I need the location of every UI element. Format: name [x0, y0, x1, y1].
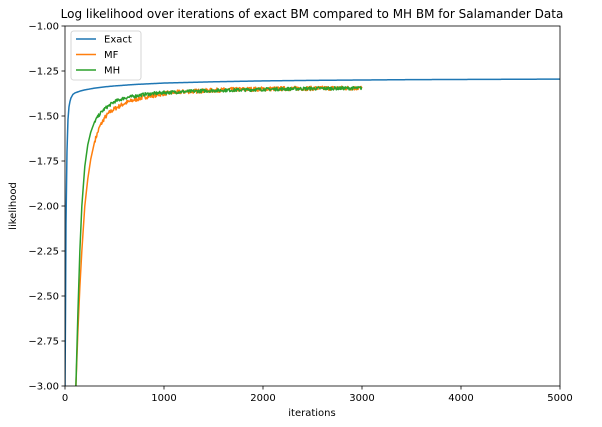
- x-tick-label: 1000: [151, 393, 176, 404]
- y-tick-label: −2.00: [28, 202, 59, 213]
- y-tick-label: −3.00: [28, 382, 59, 393]
- y-tick-label: −2.25: [28, 247, 59, 258]
- legend: Exact MF MH: [70, 30, 142, 81]
- x-tick-label: 4000: [448, 393, 473, 404]
- legend-label-mf: MF: [104, 50, 119, 61]
- legend-label-mh: MH: [104, 66, 120, 77]
- series-line-mf: [75, 85, 363, 386]
- x-axis-label: iterations: [288, 408, 335, 419]
- y-tick-label: −2.75: [28, 337, 59, 348]
- x-tick-label: 5000: [547, 393, 572, 404]
- legend-box: [70, 30, 142, 81]
- x-tick-label: 0: [62, 393, 68, 404]
- chart-title: Log likelihood over iterations of exact …: [61, 7, 564, 21]
- y-tick-label: −1.50: [28, 112, 59, 123]
- y-tick-label: −1.75: [28, 157, 59, 168]
- y-tick-label: −2.50: [28, 292, 59, 303]
- x-tick-label: 3000: [349, 393, 374, 404]
- series-line-exact: [65, 78, 560, 386]
- plot-area: [65, 78, 560, 386]
- axes: 0 1000 2000 3000 4000 5000 −3.00 −2.75 −2.50 −2.2…: [28, 22, 572, 405]
- y-tick-label: −1.25: [28, 67, 59, 78]
- y-axis-label: likelihood: [8, 182, 19, 230]
- series-line-mh: [75, 85, 363, 386]
- x-tick-label: 2000: [250, 393, 275, 404]
- legend-label-exact: Exact: [104, 35, 132, 46]
- y-tick-label: −1.00: [28, 22, 59, 33]
